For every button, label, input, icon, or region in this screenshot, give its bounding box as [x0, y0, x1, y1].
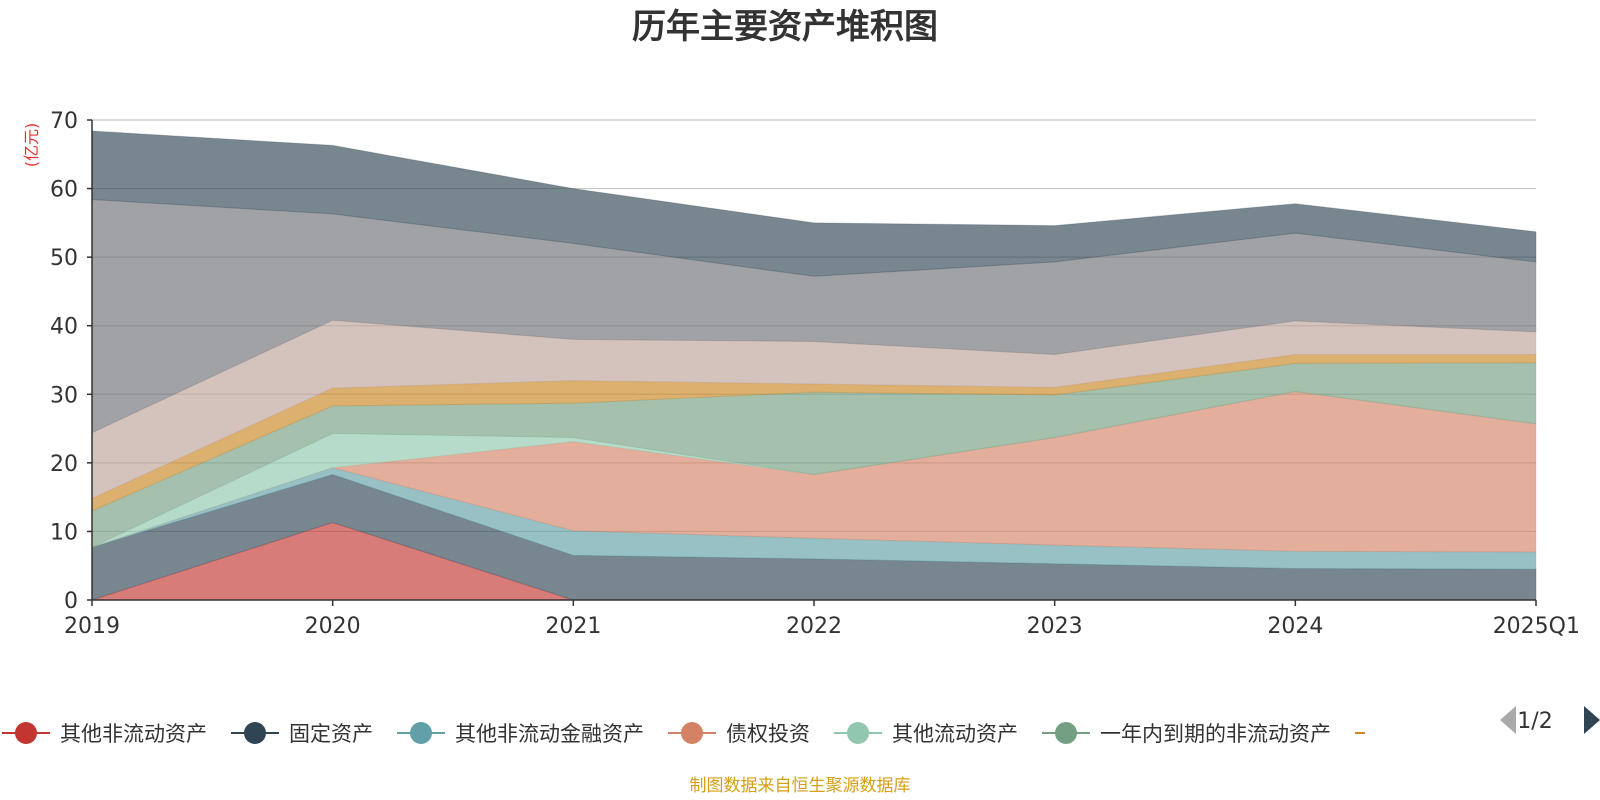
y-tick-label: 30	[50, 383, 78, 408]
legend-marker	[847, 722, 869, 744]
legend-item[interactable]: 其他非流动金融资产	[397, 722, 644, 746]
x-tick-labels: 2019 2020 2021 2022 2023 2024 2025Q1	[64, 614, 1580, 639]
legend-marker	[15, 722, 37, 744]
y-tick-labels: 0 10 20 30 40 50 60 70	[50, 109, 78, 614]
legend-prev-icon[interactable]	[1500, 706, 1516, 734]
legend-label: 其他非流动资产	[60, 722, 207, 746]
y-tick-label: 10	[50, 520, 78, 545]
legend-item[interactable]: 债权投资	[668, 722, 810, 746]
legend-marker	[1055, 722, 1077, 744]
y-tick-label: 70	[50, 109, 78, 134]
x-tick-label: 2023	[1027, 614, 1083, 639]
legend-marker	[410, 722, 432, 744]
legend-pager: 1/2	[1500, 706, 1600, 734]
x-tick-label: 2025Q1	[1493, 614, 1580, 639]
unit-label: (亿元)	[22, 123, 41, 168]
area-series-3[interactable]	[91, 390, 1537, 553]
y-tick-label: 50	[50, 246, 78, 271]
legend-item[interactable]: 一年内到期的非流动资产	[1042, 722, 1331, 746]
legend: 其他非流动资产 固定资产 其他非流动金融资产 债权投资 其他流动资产 一年内到期的非流动资…	[2, 722, 1365, 746]
area-series-7[interactable]	[91, 319, 1537, 500]
legend-item[interactable]: 固定资产	[231, 722, 373, 746]
legend-marker	[244, 722, 266, 744]
legend-marker	[681, 722, 703, 744]
y-tick-label: 40	[50, 315, 78, 340]
area-series-8[interactable]	[91, 198, 1537, 434]
chart-title: 历年主要资产堆积图	[632, 7, 938, 47]
area-series	[91, 130, 1537, 601]
x-tick-label: 2019	[64, 614, 120, 639]
x-tick-label: 2020	[305, 614, 361, 639]
y-tick-label: 20	[50, 452, 78, 477]
legend-label: 其他流动资产	[892, 722, 1018, 746]
axes	[87, 119, 1537, 606]
legend-page-indicator: 1/2	[1517, 709, 1552, 734]
legend-label: 其他非流动金融资产	[455, 722, 644, 746]
legend-label: 债权投资	[726, 722, 810, 746]
legend-item[interactable]: 其他非流动资产	[2, 722, 207, 746]
legend-item[interactable]: 其他流动资产	[834, 722, 1018, 746]
source-note: 制图数据来自恒生聚源数据库	[690, 776, 911, 796]
y-tick-label: 0	[64, 589, 78, 614]
legend-label: 固定资产	[289, 722, 373, 746]
area-series-9[interactable]	[91, 130, 1537, 277]
legend-label: 一年内到期的非流动资产	[1100, 722, 1331, 746]
legend-next-icon[interactable]	[1584, 706, 1600, 734]
y-tick-label: 60	[50, 178, 78, 203]
x-tick-label: 2024	[1267, 614, 1323, 639]
x-tick-label: 2022	[786, 614, 842, 639]
x-tick-label: 2021	[545, 614, 601, 639]
